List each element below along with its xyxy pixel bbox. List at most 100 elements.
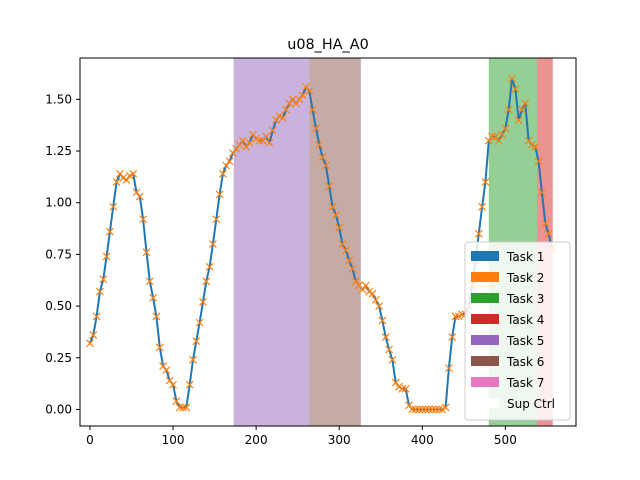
data-point: [388, 355, 397, 364]
data-point-stroke: [215, 190, 224, 199]
data-point-stroke: [415, 405, 423, 414]
y-tick-label: 1.50: [45, 92, 72, 106]
data-point: [278, 114, 287, 122]
data-point: [315, 140, 324, 149]
data-point: [265, 138, 274, 147]
data-point: [262, 132, 271, 141]
data-point-stroke: [521, 99, 530, 108]
data-point: [318, 153, 327, 162]
data-point: [371, 295, 380, 304]
data-point-stroke: [321, 161, 330, 170]
data-markers: [86, 74, 556, 414]
data-point-stroke: [378, 316, 387, 325]
data-point-stroke: [444, 364, 453, 373]
data-point-stroke: [102, 252, 111, 261]
band-task-5: [233, 58, 310, 426]
axes-frame: [79, 57, 577, 427]
data-point: [199, 298, 207, 306]
data-point-stroke: [288, 95, 297, 104]
axes: 0 100 200 300 400 500 0.00 0.25 0.50 0.75 1.00 1.25…: [45, 57, 577, 447]
data-point-stroke: [189, 355, 197, 364]
data-point-stroke: [421, 405, 430, 414]
data-point-stroke: [355, 281, 364, 290]
data-point-stroke: [218, 169, 227, 178]
data-point: [501, 124, 510, 133]
data-point: [185, 380, 194, 389]
data-point-stroke: [205, 262, 214, 271]
data-point: [544, 229, 553, 238]
data-point-stroke: [255, 136, 264, 145]
band-task-6: [309, 58, 361, 426]
data-point-stroke: [315, 140, 324, 149]
data-point-stroke: [418, 405, 427, 414]
data-point-stroke: [338, 240, 347, 248]
data-point: [268, 126, 277, 135]
data-point-stroke: [245, 138, 254, 147]
data-point-stroke: [534, 157, 543, 166]
data-point-stroke: [408, 405, 417, 414]
data-point-stroke: [152, 312, 161, 321]
data-point-stroke: [238, 136, 247, 145]
y-tick-label: 0.25: [45, 351, 72, 365]
data-point: [195, 318, 204, 327]
data-point-stroke: [434, 405, 443, 414]
data-point: [531, 142, 540, 151]
x-tick-label: 200: [245, 433, 268, 447]
data-point: [321, 161, 330, 170]
data-point: [155, 343, 164, 352]
data-point-stroke: [209, 240, 217, 248]
data-point-stroke: [312, 124, 320, 133]
data-point: [498, 130, 506, 139]
data-point: [325, 182, 334, 191]
data-point-stroke: [182, 403, 191, 412]
data-point: [218, 169, 227, 178]
data-point: [518, 105, 526, 114]
data-point: [105, 227, 114, 236]
x-tick-label: 100: [162, 433, 185, 447]
data-point-stroke: [348, 264, 357, 273]
data-point-stroke: [341, 246, 350, 255]
data-point: [189, 355, 197, 364]
data-point-stroke: [172, 397, 181, 406]
data-point: [205, 262, 214, 271]
data-point: [335, 223, 344, 232]
y-tick-label: 1.25: [45, 144, 72, 158]
data-point-stroke: [298, 91, 307, 100]
data-point: [408, 405, 417, 414]
x-tick-label: 0: [86, 433, 94, 447]
data-point-stroke: [308, 105, 317, 114]
data-point: [86, 339, 94, 348]
x-tick-label: 400: [411, 433, 434, 447]
data-point: [192, 337, 201, 346]
data-point-stroke: [179, 403, 187, 412]
data-point-stroke: [351, 277, 360, 286]
data-point-stroke: [504, 105, 513, 114]
data-point: [212, 215, 221, 224]
legend-swatch: [471, 335, 499, 345]
data-point: [534, 157, 543, 166]
data-point-stroke: [524, 136, 533, 145]
data-point-stroke: [514, 116, 523, 124]
data-point: [474, 229, 483, 238]
data-point-stroke: [262, 132, 271, 141]
data-point-stroke: [139, 215, 148, 224]
y-tick-label: 0.50: [45, 299, 72, 313]
data-point: [541, 219, 550, 228]
data-point: [348, 264, 357, 273]
data-point-stroke: [328, 202, 337, 211]
legend-box: [464, 241, 571, 421]
data-point-stroke: [478, 202, 487, 211]
data-point: [238, 136, 247, 145]
data-point-stroke: [129, 169, 138, 178]
legend-swatch: [471, 293, 499, 303]
data-point-stroke: [388, 355, 397, 364]
data-point-stroke: [149, 293, 158, 302]
data-point: [448, 333, 457, 342]
data-point-stroke: [142, 248, 151, 257]
chart-title: u08_HA_A0: [287, 37, 369, 53]
data-point-stroke: [169, 380, 177, 389]
data-point-stroke: [278, 114, 287, 122]
data-point-stroke: [268, 126, 277, 135]
data-point-stroke: [474, 229, 483, 238]
data-point: [378, 316, 387, 325]
